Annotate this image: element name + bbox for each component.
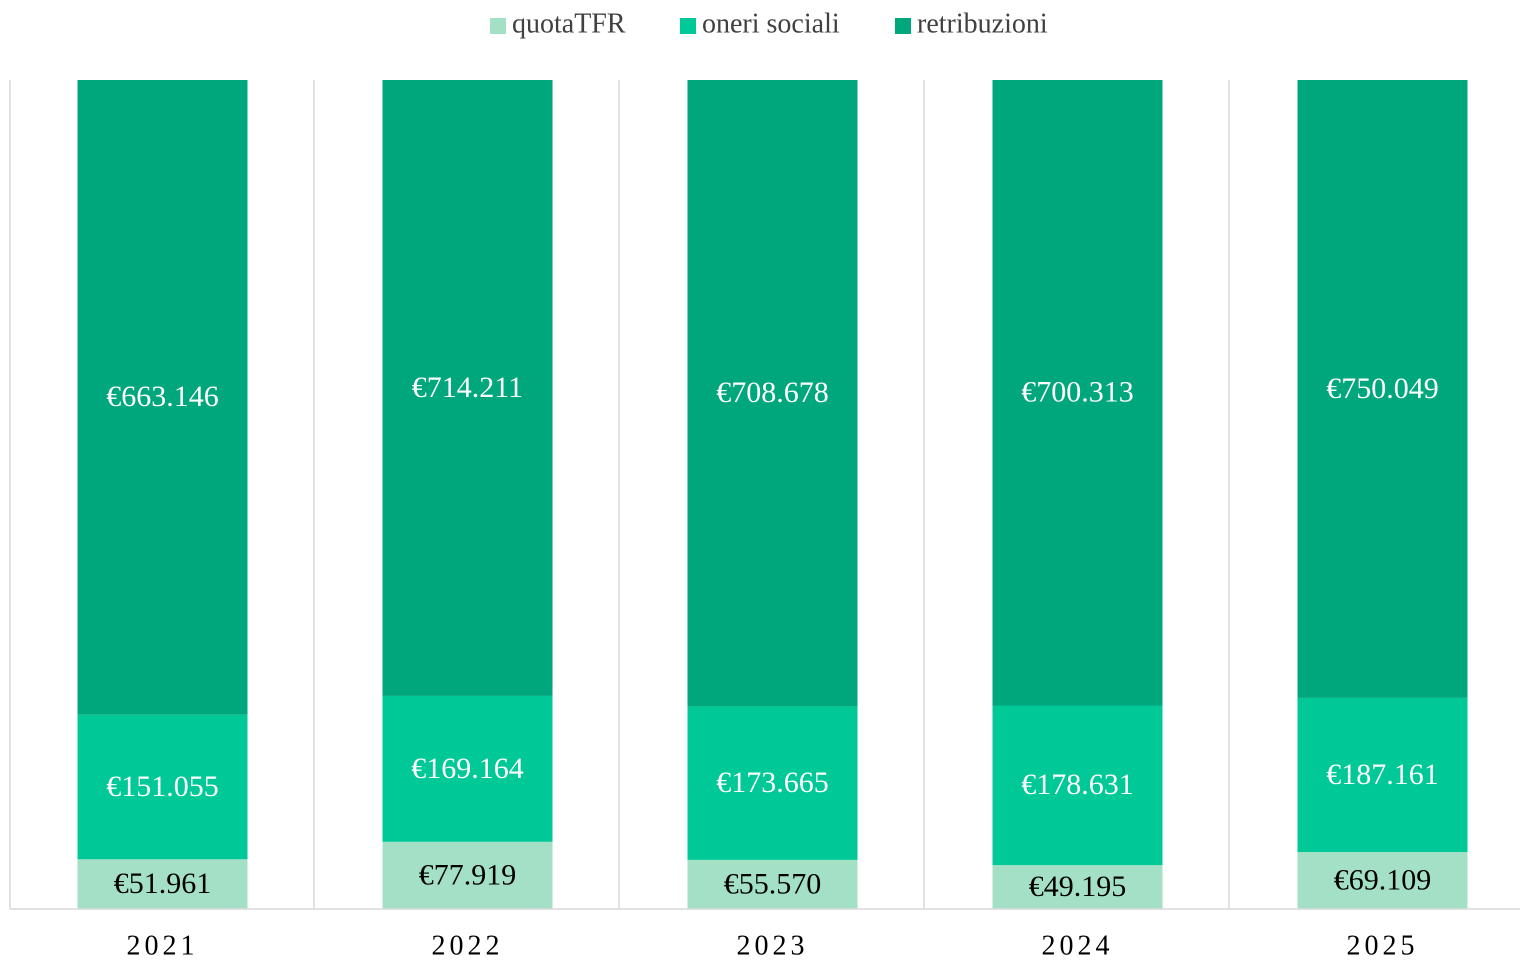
legend-swatch xyxy=(680,18,696,34)
bar-segment xyxy=(382,841,553,909)
data-label: €700.313 xyxy=(1021,376,1134,409)
data-label: €178.631 xyxy=(1021,768,1134,801)
x-tick-label: 2025 xyxy=(1347,930,1419,961)
x-tick-label: 2022 xyxy=(432,930,504,961)
x-tick-label: 2023 xyxy=(737,930,809,961)
data-label: €663.146 xyxy=(106,380,219,413)
bar-segment xyxy=(992,865,1163,909)
data-label: €69.109 xyxy=(1334,863,1432,896)
legend-label: retribuzioni xyxy=(917,8,1048,39)
bar-segment xyxy=(1297,697,1468,853)
bar-segment xyxy=(687,859,858,909)
bar-segment xyxy=(1297,852,1468,909)
data-label: €49.195 xyxy=(1029,870,1127,903)
bar-segment xyxy=(382,80,553,696)
bar-segment xyxy=(992,80,1163,706)
bar-segment xyxy=(1297,80,1468,698)
bar-segment xyxy=(382,695,553,842)
legend-swatch xyxy=(895,18,911,34)
bar-segment xyxy=(77,80,248,715)
legend-swatch xyxy=(490,18,506,34)
data-label: €151.055 xyxy=(106,770,219,803)
x-tick-label: 2024 xyxy=(1042,930,1114,961)
data-label: €169.164 xyxy=(411,752,524,785)
legend-label: quotaTFR xyxy=(512,8,626,39)
bar-segment xyxy=(687,706,858,860)
data-label: €708.678 xyxy=(716,376,829,409)
data-label: €77.919 xyxy=(419,858,517,891)
bar-segment xyxy=(77,859,248,909)
data-label: €173.665 xyxy=(716,766,829,799)
data-label: €714.211 xyxy=(412,371,523,404)
data-label: €187.161 xyxy=(1326,758,1439,791)
x-tick-label: 2021 xyxy=(127,930,199,961)
legend-label: oneri sociali xyxy=(702,8,840,39)
data-label: €750.049 xyxy=(1326,372,1439,405)
bar-segment xyxy=(992,705,1163,866)
data-label: €55.570 xyxy=(724,867,822,900)
bar-segment xyxy=(77,714,248,860)
data-label: €51.961 xyxy=(114,867,212,900)
bar-segment xyxy=(687,80,858,707)
